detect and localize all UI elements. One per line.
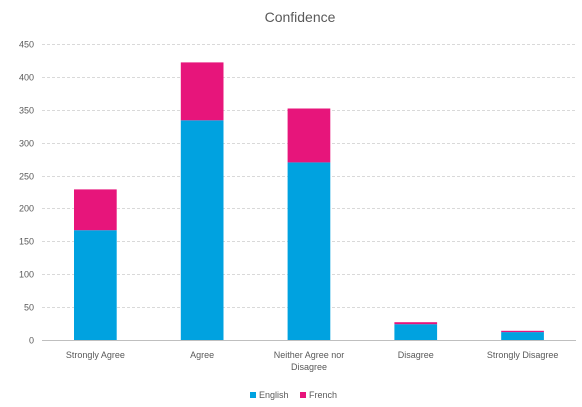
y-tick-label: 50 <box>24 303 34 313</box>
y-tick-label: 250 <box>19 172 34 182</box>
chart-title: Confidence <box>265 9 336 25</box>
y-axis-ticks: 0 50 100 150 200 250 300 350 400 450 <box>19 40 34 346</box>
bar-french-1 <box>74 189 117 231</box>
x-category-label: Strongly Agree <box>66 350 125 360</box>
bar-english-3 <box>287 162 331 340</box>
y-tick-label: 0 <box>29 336 34 346</box>
x-category-label: Neither Agree nor Disagree <box>274 350 345 372</box>
bar-french-5 <box>501 330 544 333</box>
x-category-label: Strongly Disagree <box>487 350 559 360</box>
legend-swatch-english <box>250 392 256 398</box>
legend-swatch-french <box>300 392 306 398</box>
legend-label-french: French <box>309 390 337 400</box>
bar-english-1 <box>74 230 117 340</box>
x-axis-categories: Strongly Agree Agree Neither Agree nor Disa… <box>66 350 558 372</box>
bar-french-2 <box>180 62 224 121</box>
y-tick-label: 300 <box>19 139 34 149</box>
bar-english-2 <box>180 120 224 340</box>
legend-label-english: English <box>259 390 289 400</box>
y-tick-label: 350 <box>19 106 34 116</box>
y-tick-label: 450 <box>19 40 34 50</box>
y-tick-label: 200 <box>19 204 34 214</box>
bar-french-4 <box>394 322 438 325</box>
bar-english-4 <box>394 324 438 340</box>
bar-english-5 <box>501 332 544 340</box>
y-tick-label: 400 <box>19 73 34 83</box>
y-tick-label: 100 <box>19 270 34 280</box>
x-category-label: Disagree <box>398 350 434 360</box>
x-category-label: Agree <box>190 350 214 360</box>
bar-french-3 <box>287 108 331 163</box>
y-tick-label: 150 <box>19 237 34 247</box>
legend: English French <box>250 390 337 400</box>
bars <box>74 62 544 340</box>
